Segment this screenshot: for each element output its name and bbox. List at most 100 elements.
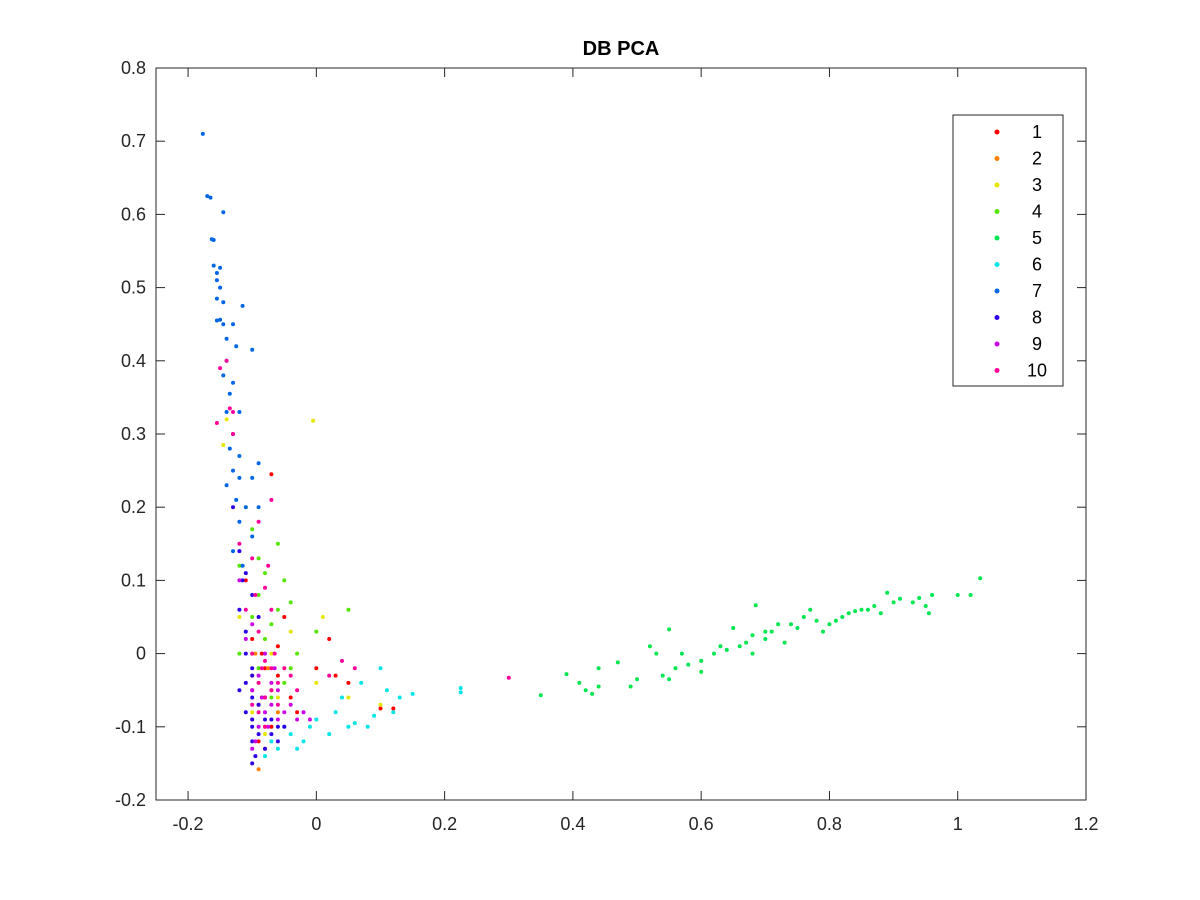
data-point: [978, 576, 983, 581]
series-9: [237, 578, 312, 751]
data-point: [295, 651, 300, 656]
data-point: [263, 651, 267, 656]
data-point: [231, 468, 235, 473]
data-point: [240, 578, 245, 583]
data-point: [224, 417, 229, 422]
data-point: [269, 688, 274, 693]
data-point: [282, 666, 287, 671]
data-point: [301, 739, 306, 744]
data-point: [885, 590, 890, 595]
data-point: [333, 710, 338, 715]
data-point: [243, 578, 248, 583]
x-tick-label: 0: [311, 814, 321, 834]
data-point: [275, 724, 280, 729]
data-point: [237, 454, 242, 458]
data-point: [205, 194, 210, 199]
data-point: [458, 690, 463, 695]
data-point: [410, 691, 415, 696]
data-point: [231, 432, 235, 436]
y-tick-label: 0.2: [121, 497, 146, 517]
data-point: [282, 680, 287, 685]
data-point: [577, 680, 582, 685]
data-point: [282, 724, 287, 729]
data-point: [234, 497, 239, 502]
data-point: [237, 607, 242, 612]
data-point: [263, 585, 267, 590]
data-point: [917, 596, 922, 600]
plot-area: [156, 68, 1086, 800]
data-point: [253, 754, 258, 759]
data-point: [833, 618, 838, 623]
legend-label: 6: [1032, 255, 1042, 275]
data-point: [243, 637, 248, 641]
data-point: [275, 702, 280, 707]
data-point: [699, 658, 704, 663]
data-point: [737, 644, 742, 649]
data-point: [288, 666, 293, 671]
y-tick-label: 0: [136, 644, 146, 664]
data-point: [231, 410, 235, 414]
data-point: [256, 505, 261, 510]
data-point: [269, 702, 274, 707]
data-point: [282, 710, 287, 715]
legend-marker: [994, 129, 1000, 135]
data-point: [269, 695, 274, 700]
x-tick-label: 0.2: [432, 814, 457, 834]
data-point: [263, 571, 267, 576]
data-point: [237, 578, 242, 583]
series-10: [214, 358, 511, 729]
data-point: [256, 461, 261, 466]
data-point: [275, 688, 280, 693]
data-point: [275, 644, 280, 649]
data-point: [250, 666, 255, 671]
data-point: [275, 739, 280, 744]
data-point: [955, 593, 960, 597]
data-point: [311, 418, 316, 423]
data-point: [615, 660, 620, 665]
data-point: [256, 629, 261, 634]
data-point: [814, 618, 819, 623]
data-point: [250, 688, 255, 693]
y-tick-label: 0.3: [121, 424, 146, 444]
x-tick-label: 0.8: [817, 814, 842, 834]
data-point: [340, 695, 344, 700]
data-point: [237, 651, 242, 656]
data-point: [253, 739, 258, 744]
data-point: [365, 724, 370, 729]
data-point: [673, 666, 678, 671]
legend: 1 2 3 4 5 6 7 8 9 10: [952, 114, 1064, 387]
data-point: [269, 651, 274, 656]
data-point: [256, 593, 261, 597]
data-point: [243, 710, 248, 715]
data-point: [256, 739, 261, 744]
data-point: [253, 651, 258, 656]
y-tick-label: 0.8: [121, 58, 146, 78]
data-point: [263, 732, 267, 737]
data-point: [275, 680, 280, 685]
data-point: [221, 300, 226, 305]
data-point: [654, 651, 659, 656]
data-point: [808, 607, 813, 612]
legend-marker: [994, 209, 1000, 214]
x-tick-label: 0.4: [560, 814, 585, 834]
data-point: [224, 336, 229, 341]
data-point: [930, 593, 935, 597]
data-point: [221, 210, 226, 215]
data-point: [782, 640, 787, 645]
data-point: [346, 695, 351, 700]
data-point: [218, 285, 223, 290]
data-point: [923, 604, 928, 608]
data-point: [295, 746, 300, 751]
data-point: [275, 746, 280, 751]
data-point: [667, 677, 672, 682]
data-point: [240, 303, 245, 308]
data-point: [250, 615, 255, 619]
data-point: [699, 669, 704, 674]
series-7: [200, 131, 261, 568]
data-point: [275, 607, 280, 612]
data-point: [250, 556, 255, 561]
data-point: [340, 658, 344, 663]
data-point: [307, 717, 312, 722]
data-point: [266, 724, 271, 729]
